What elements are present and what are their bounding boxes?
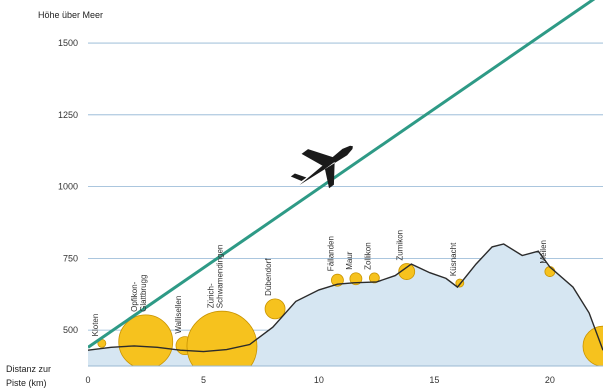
y-tick-label: 1250 (58, 110, 78, 120)
town-label: Opfikon- (130, 281, 139, 312)
town-label: Wallisellen (174, 296, 183, 334)
town-label: Zollikon (363, 242, 372, 270)
town-label: Zürich- (206, 283, 215, 308)
x-tick-label: 15 (429, 375, 439, 385)
town-label: Maur (345, 251, 354, 270)
x-axis-title-line2: Piste (km) (6, 378, 47, 388)
town-label: Küsnacht (449, 242, 458, 276)
x-tick-labels: 0 5 10 15 20 (85, 375, 554, 385)
y-tick-label: 1000 (58, 182, 78, 192)
y-tick-label: 750 (63, 253, 78, 263)
town-label: Zumikon (396, 230, 405, 261)
y-tick-label: 1500 (58, 38, 78, 48)
y-tick-labels: 500 750 1000 1250 1500 (58, 38, 78, 335)
x-tick-label: 10 (314, 375, 324, 385)
town-circle (545, 267, 555, 277)
x-tick-label: 20 (545, 375, 555, 385)
town-label: Schwamendingen (215, 245, 224, 309)
y-tick-label: 500 (63, 325, 78, 335)
town-label: Kloten (91, 314, 100, 337)
town-label: Meilen (539, 240, 548, 264)
x-tick-label: 0 (85, 375, 90, 385)
town-label: Fällanden (326, 236, 335, 271)
town-circle (187, 311, 257, 381)
x-axis-title-line1: Distanz zur (6, 364, 51, 374)
x-tick-label: 5 (201, 375, 206, 385)
y-axis-title: Höhe über Meer (38, 10, 103, 20)
town-label: Dübendorf (264, 258, 273, 296)
town-circle (119, 315, 173, 369)
town-label: Glattbrugg (139, 275, 148, 312)
